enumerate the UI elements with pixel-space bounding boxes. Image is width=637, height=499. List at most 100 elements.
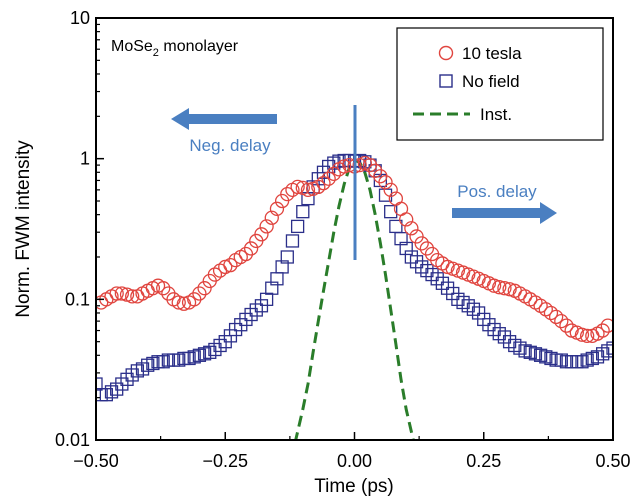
x-axis-label: Time (ps) bbox=[314, 476, 394, 497]
no-field-point bbox=[203, 345, 217, 359]
tesla-point bbox=[378, 175, 393, 190]
neg-delay-label: Neg. delay bbox=[189, 136, 271, 155]
no-field-point bbox=[244, 307, 258, 322]
tesla-point bbox=[404, 221, 419, 236]
tesla-point bbox=[259, 219, 274, 234]
no-field-point bbox=[497, 330, 512, 344]
no-field-point bbox=[585, 351, 599, 366]
tesla-point bbox=[114, 286, 129, 301]
tesla-point bbox=[109, 286, 124, 301]
sample-label-main: MoSe bbox=[111, 38, 153, 55]
tesla-point bbox=[280, 186, 295, 202]
pos-delay-label: Pos. delay bbox=[457, 182, 537, 201]
tesla-point bbox=[326, 166, 341, 181]
tesla-point bbox=[554, 313, 569, 329]
no-field-point bbox=[523, 345, 537, 359]
no-field-point bbox=[420, 263, 434, 278]
x-tick-label: −0.25 bbox=[202, 451, 248, 471]
no-field-point bbox=[265, 281, 279, 295]
no-field-point bbox=[192, 348, 207, 362]
tesla-point bbox=[269, 201, 285, 216]
no-field-point bbox=[575, 355, 589, 369]
tesla-point bbox=[264, 210, 279, 225]
tesla-point bbox=[492, 280, 507, 295]
tesla-point bbox=[238, 246, 254, 262]
no-field-point bbox=[156, 355, 170, 369]
pos-delay-arrow bbox=[452, 202, 557, 224]
tesla-point bbox=[600, 318, 613, 333]
tesla-point bbox=[192, 286, 207, 301]
no-field-point bbox=[492, 327, 506, 341]
tesla-point bbox=[243, 241, 259, 256]
no-field-point bbox=[172, 353, 186, 367]
legend-circle-marker bbox=[438, 45, 454, 61]
no-field-point bbox=[120, 372, 134, 386]
series-layer bbox=[96, 153, 613, 440]
y-tick-label: 10 bbox=[70, 8, 90, 28]
no-field-point bbox=[482, 318, 496, 332]
no-field-point bbox=[208, 342, 222, 357]
tesla-point bbox=[486, 278, 502, 293]
legend-label-no-field: No field bbox=[462, 72, 520, 91]
no-field-point bbox=[415, 260, 429, 274]
tesla-point bbox=[140, 283, 155, 298]
tesla-point bbox=[543, 305, 559, 321]
y-tick-label: 0.01 bbox=[55, 430, 90, 450]
tesla-point bbox=[156, 281, 171, 296]
x-tick-label: 0.25 bbox=[466, 451, 501, 471]
tesla-point bbox=[254, 227, 269, 242]
no-field-point bbox=[104, 385, 119, 399]
sample-label-rest: monolayer bbox=[159, 38, 239, 55]
no-field-point bbox=[554, 353, 568, 367]
no-field-point bbox=[146, 356, 160, 371]
tesla-point bbox=[574, 327, 590, 342]
no-field-point bbox=[115, 377, 129, 391]
no-field-point bbox=[606, 341, 613, 355]
no-field-point bbox=[430, 272, 444, 286]
no-field-point bbox=[409, 255, 424, 269]
tesla-point bbox=[337, 159, 352, 174]
no-field-point bbox=[285, 234, 300, 248]
no-field-point bbox=[435, 276, 450, 290]
tesla-point bbox=[399, 212, 414, 227]
no-field-point bbox=[187, 350, 201, 364]
tesla-point bbox=[497, 281, 512, 296]
no-field-point bbox=[487, 322, 501, 337]
no-field-point bbox=[228, 322, 243, 337]
tesla-point bbox=[580, 328, 595, 344]
no-field-point bbox=[213, 338, 227, 353]
no-field-point bbox=[518, 344, 532, 358]
no-field-point bbox=[461, 299, 475, 313]
tesla-point bbox=[300, 182, 316, 198]
tesla-point bbox=[197, 281, 212, 296]
no-field-point bbox=[513, 341, 527, 355]
no-field-point bbox=[456, 295, 470, 310]
x-tick-label: 0.50 bbox=[595, 451, 630, 471]
no-field-point bbox=[275, 260, 289, 274]
legend-label-inst: Inst. bbox=[480, 105, 512, 124]
tesla-point bbox=[171, 295, 186, 310]
y-axis-label: Norm. FWM intensity bbox=[13, 140, 34, 318]
tesla-point bbox=[207, 267, 223, 282]
no-field-point bbox=[533, 348, 548, 362]
no-field-point bbox=[234, 318, 248, 332]
no-field-point bbox=[239, 312, 253, 327]
y-tick-label: 1 bbox=[80, 149, 90, 169]
tesla-point bbox=[362, 157, 378, 173]
tesla-point bbox=[559, 318, 574, 333]
tesla-point bbox=[316, 175, 331, 191]
no-field-point bbox=[544, 351, 558, 366]
no-field-point bbox=[110, 382, 124, 396]
no-field-point bbox=[601, 344, 613, 358]
tesla-point bbox=[414, 236, 429, 251]
no-field-point bbox=[399, 241, 413, 256]
no-field-point bbox=[394, 232, 408, 246]
no-field-point bbox=[528, 347, 543, 361]
no-field-point bbox=[384, 205, 398, 219]
tesla-point bbox=[548, 309, 564, 325]
x-axis-ticks: −0.50 −0.25 0.00 0.25 0.50 bbox=[73, 432, 631, 471]
tesla-point bbox=[125, 289, 140, 304]
no-field-point bbox=[197, 347, 212, 361]
no-field-point bbox=[296, 205, 310, 219]
tesla-point bbox=[223, 257, 238, 273]
